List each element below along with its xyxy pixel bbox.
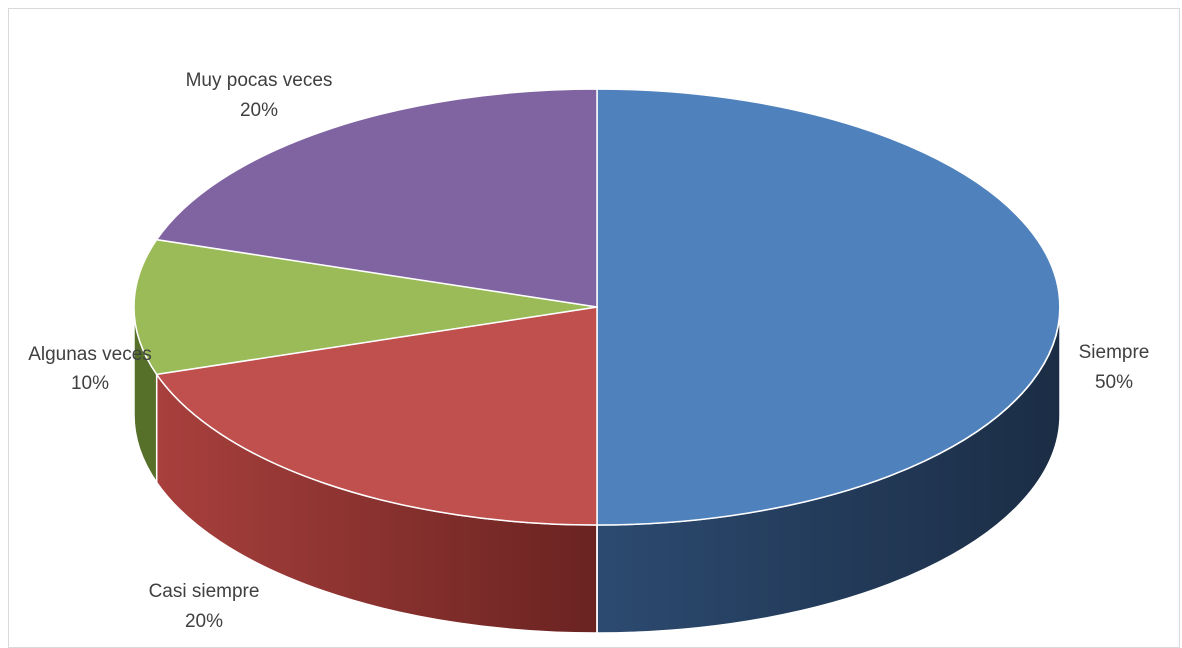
label-siempre-pct: 50% [1095, 372, 1133, 393]
slice-top-casi-siempre [155, 306, 598, 526]
label-muy-pocas-veces-pct: 20% [240, 100, 278, 121]
label-siempre-name: Siempre [1079, 342, 1150, 363]
label-algunas-veces-pct: 10% [71, 373, 109, 394]
slice-top-siempre [596, 88, 1061, 526]
label-casi-siempre-name: Casi siempre [149, 581, 260, 602]
label-algunas-veces-name: Algunas veces [28, 344, 152, 365]
slice-top-algunas-veces [133, 238, 598, 376]
slice-top-muy-pocas-veces [155, 88, 598, 308]
label-muy-pocas-veces-name: Muy pocas veces [186, 70, 333, 91]
pie-chart: Siempre 50% Casi siempre 20% Algunas vec… [28, 70, 1150, 634]
label-casi-siempre-pct: 20% [185, 611, 223, 632]
